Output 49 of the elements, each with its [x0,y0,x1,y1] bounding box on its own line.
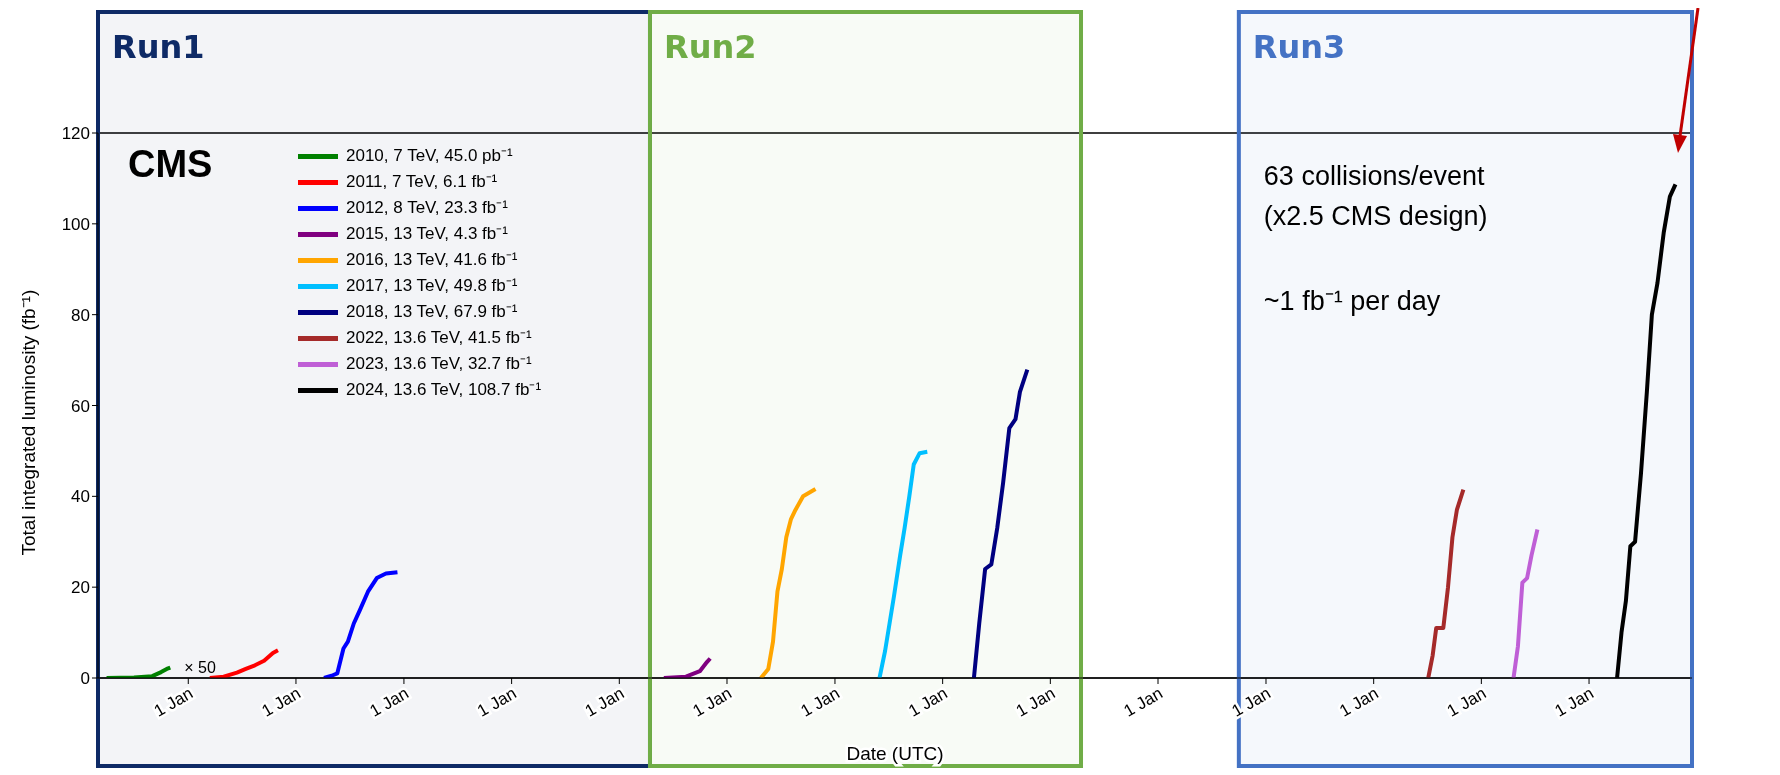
legend-label: 2016, 13 TeV, 41.6 fb⁻¹ [346,249,518,271]
x-tick-label: 1 Jan [366,683,412,721]
annotation: 63 collisions/event [1263,161,1485,192]
line-series [877,449,930,678]
x-tick-label: 1 Jan [1443,683,1490,721]
legend-label: 2015, 13 TeV, 4.3 fb⁻¹ [346,223,508,245]
x-axis-title: Date (UTC) [846,743,944,764]
legend-label: 2022, 13.6 TeV, 41.5 fb⁻¹ [346,327,532,349]
band-label: Run1 [112,28,205,66]
line-series [971,367,1030,678]
x-tick-label: 1 Jan [1336,683,1382,721]
x-tick-label: 1 Jan [797,683,843,721]
line-series [104,665,173,678]
y-tick-label: 20 [71,578,90,598]
x-tick-label: 1 Jan [1120,683,1167,721]
line-series [1426,487,1466,678]
x-tick-label: 1 Jan [258,683,304,721]
band-label: Run2 [663,28,757,66]
x-tick-label: 1 Jan [1551,683,1598,721]
line-series [661,656,713,678]
y-tick-label: 40 [71,487,90,507]
line-series [1511,527,1540,678]
y-tick-label: 60 [71,396,90,416]
annotation: ~1 fb⁻¹ per day [1263,285,1441,318]
line-series [758,487,818,678]
x-tick-label: 1 Jan [1228,683,1275,721]
x-tick-label: 1 Jan [581,683,628,721]
x-tick-label: 1 Jan [474,683,520,721]
legend-label: 2024, 13.6 TeV, 108.7 fb⁻¹ [346,379,542,401]
line-series [321,570,400,678]
legend-label: 2018, 13 TeV, 67.9 fb⁻¹ [346,301,518,323]
x-tick-label: 1 Jan [1012,683,1059,721]
legend-label: 2017, 13 TeV, 49.8 fb⁻¹ [346,275,518,297]
y-tick-label: 120 [61,124,90,144]
y-axis-title: Total integrated luminosity (fb⁻¹) [17,289,39,556]
x-tick-label: 1 Jan [150,683,197,721]
annotation: CMS [128,143,213,186]
x-tick-label: 1 Jan [905,683,951,721]
y-tick-label: 0 [80,669,90,689]
legend-label: 2023, 13.6 TeV, 32.7 fb⁻¹ [346,353,532,375]
annotation: (x2.5 CMS design) [1263,201,1488,232]
legend-label: 2010, 7 TeV, 45.0 pb⁻¹ [346,145,513,167]
x-tick-label: 1 Jan [689,683,736,721]
legend-label: 2011, 7 TeV, 6.1 fb⁻¹ [346,171,498,193]
band-label: Run3 [1252,28,1346,66]
legend-label: 2012, 8 TeV, 23.3 fb⁻¹ [346,197,508,219]
y-tick-label: 80 [71,305,90,325]
y-tick-label: 100 [61,214,90,234]
annotation: × 50 [184,659,216,677]
